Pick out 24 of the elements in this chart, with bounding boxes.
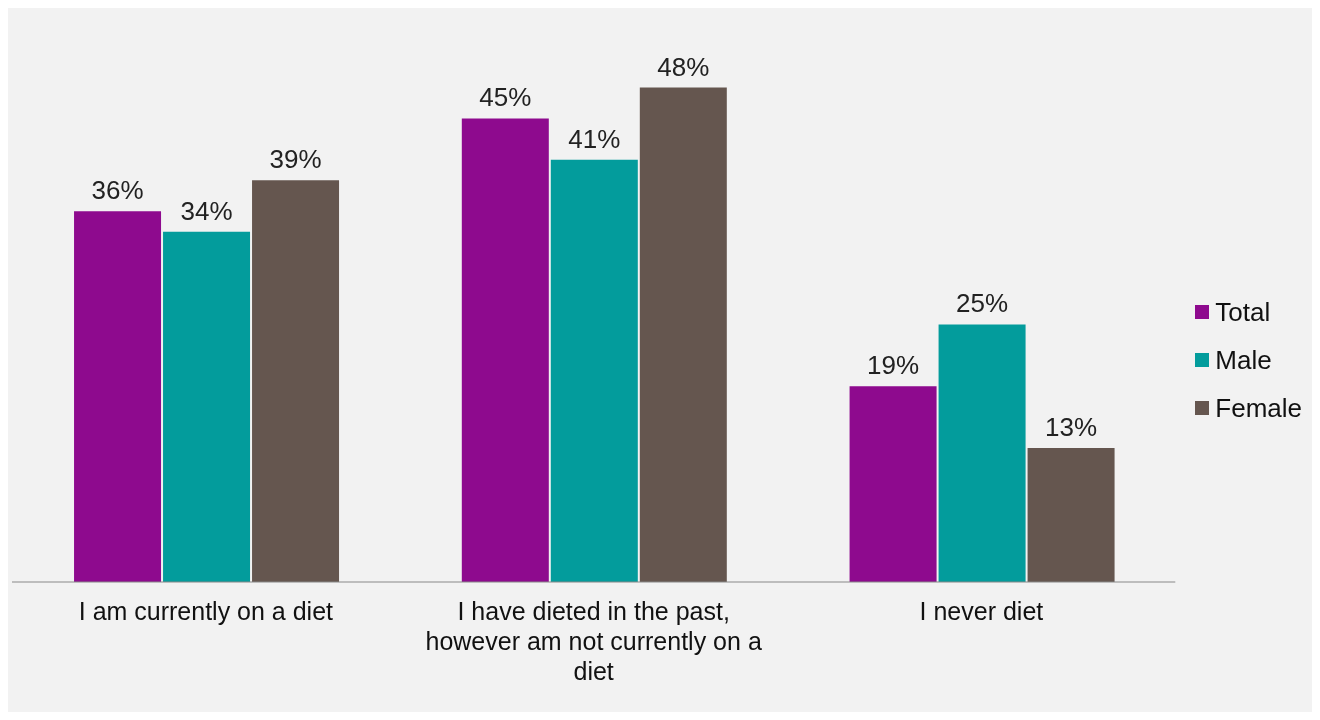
- legend-label: Female: [1215, 392, 1302, 424]
- legend-label: Total: [1215, 296, 1271, 328]
- legend-label: Male: [1215, 344, 1272, 376]
- x-tick-label: I never diet: [919, 597, 1044, 625]
- data-label: 34%: [180, 195, 233, 226]
- data-label: 25%: [956, 288, 1009, 319]
- data-label: 13%: [1045, 412, 1098, 443]
- bar: [1027, 448, 1115, 582]
- bar: [252, 180, 340, 582]
- bar: [74, 211, 162, 582]
- x-tick-label: I am currently on a diet: [78, 597, 334, 625]
- x-tick-label: I have dieted in the past, however am not currently on a diet: [425, 597, 762, 685]
- bar: [938, 324, 1026, 582]
- data-label: 45%: [479, 82, 532, 113]
- data-label: 48%: [657, 51, 710, 82]
- bar: [461, 118, 549, 582]
- data-label: 19%: [867, 350, 920, 381]
- data-label: 36%: [91, 175, 144, 206]
- bar: [849, 386, 937, 582]
- bar: [639, 87, 727, 582]
- bar: [163, 231, 251, 582]
- bar: [550, 159, 638, 582]
- data-label: 41%: [568, 123, 621, 154]
- data-label: 39%: [269, 144, 322, 175]
